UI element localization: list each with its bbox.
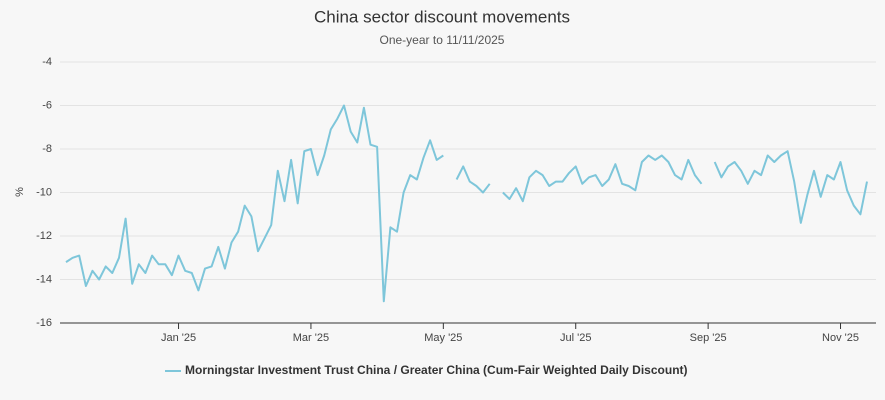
y-tick-label: -4 — [42, 56, 52, 68]
x-tick-label: Mar '25 — [293, 332, 329, 344]
x-tick-label: Jan '25 — [161, 332, 196, 344]
x-tick-label: Jul '25 — [560, 332, 591, 344]
y-tick-label: -16 — [36, 317, 52, 329]
y-tick-label: -10 — [36, 186, 52, 198]
y-tick-label: -6 — [42, 99, 52, 111]
chart-title: China sector discount movements — [314, 7, 570, 26]
y-tick-label: -8 — [42, 143, 52, 155]
x-tick-label: May '25 — [424, 332, 462, 344]
y-axis-label: % — [14, 187, 26, 197]
x-tick-label: Nov '25 — [822, 332, 859, 344]
y-tick-label: -14 — [36, 273, 52, 285]
x-tick-label: Sep '25 — [690, 332, 727, 344]
legend-label: Morningstar Investment Trust China / Gre… — [185, 363, 688, 377]
y-tick-label: -12 — [36, 230, 52, 242]
chart-subtitle: One-year to 11/11/2025 — [380, 33, 505, 47]
series-line — [65, 104, 868, 303]
